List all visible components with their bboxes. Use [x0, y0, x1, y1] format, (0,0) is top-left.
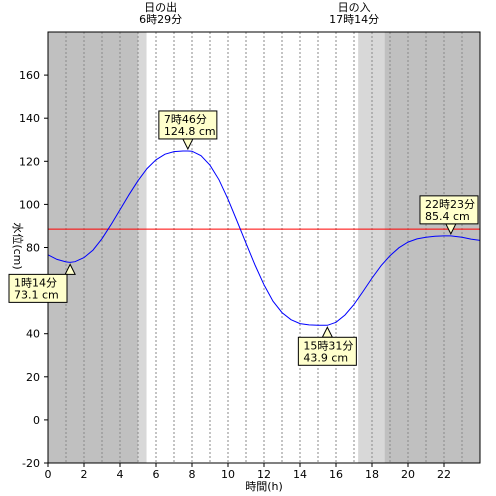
tide-line-0 — [47, 150, 481, 326]
series-lines — [47, 150, 481, 326]
x-tick-label: 0 — [45, 468, 52, 481]
sun-event-time: 6時29分 — [139, 13, 182, 26]
x-axis-ticks: 0 2 4 6 8 10 12 14 16 18 20 22 — [45, 463, 451, 481]
y-tick-label: -20 — [22, 457, 40, 470]
callout-time: 15時31分 — [303, 339, 353, 352]
y-tick-label: 160 — [19, 69, 40, 82]
x-tick-label: 22 — [437, 468, 451, 481]
callout-box — [8, 273, 68, 303]
callout-value: 124.8 cm — [164, 125, 216, 138]
shading-band-0 — [48, 32, 138, 463]
x-tick-label: 10 — [221, 468, 235, 481]
sun-event-label: 日の出 — [144, 0, 177, 14]
x-tick-label: 14 — [293, 468, 307, 481]
callout-box — [297, 336, 357, 366]
x-tick-label: 16 — [329, 468, 343, 481]
y-axis-label: 水位(cm) — [11, 222, 25, 269]
x-tick-label: 18 — [365, 468, 379, 481]
callout-time: 22時23分 — [425, 198, 475, 211]
y-tick-label: 80 — [26, 242, 40, 255]
callout-value: 43.9 cm — [303, 351, 348, 364]
callout-box — [158, 110, 218, 140]
y-tick-label: 100 — [19, 198, 40, 211]
shading-band-1 — [138, 32, 147, 463]
x-tick-label: 6 — [153, 468, 160, 481]
sun-event-label: 日の入 — [338, 1, 371, 14]
x-tick-label: 2 — [81, 468, 88, 481]
x-tick-label: 20 — [401, 468, 415, 481]
y-tick-label: 0 — [33, 414, 40, 427]
x-tick-label: 8 — [189, 468, 196, 481]
y-tick-label: 140 — [19, 112, 40, 125]
sun-event-time: 17時14分 — [329, 13, 379, 26]
y-tick-label: 20 — [26, 371, 40, 384]
shading-band-2 — [146, 32, 359, 463]
daylight-shading — [48, 32, 480, 463]
x-axis-label: 時間(h) — [245, 480, 283, 493]
y-tick-label: 120 — [19, 155, 40, 168]
x-tick-label: 4 — [117, 468, 124, 481]
callout-time: 1時14分 — [14, 276, 57, 289]
callout-box — [419, 195, 479, 225]
callout-value: 73.1 cm — [14, 288, 59, 301]
callout-pointer — [64, 263, 76, 275]
y-tick-label: 40 — [26, 328, 40, 341]
shading-band-3 — [358, 32, 385, 463]
callout-time: 7時46分 — [164, 113, 207, 126]
shading-band-4 — [384, 32, 480, 463]
x-tick-label: 12 — [257, 468, 271, 481]
callout-value: 85.4 cm — [425, 210, 470, 223]
